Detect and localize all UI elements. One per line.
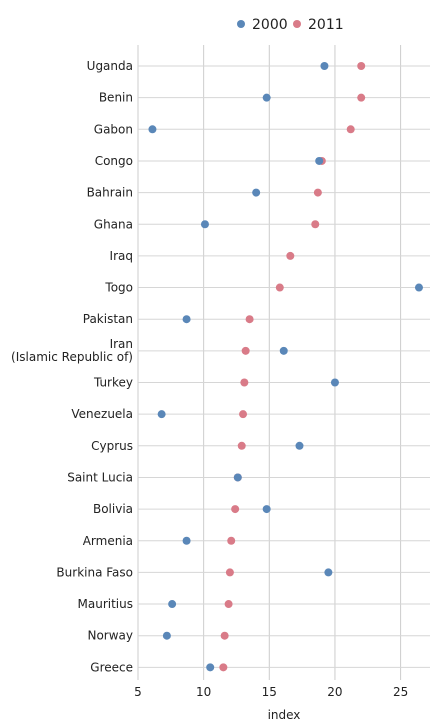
x-tick-label: 5 — [134, 685, 142, 699]
point-2011 — [313, 188, 322, 197]
point-2011 — [224, 600, 233, 609]
point-2000 — [157, 410, 166, 419]
point-2011 — [245, 315, 254, 324]
point-2011 — [219, 663, 228, 672]
point-2000 — [320, 62, 329, 70]
x-tick-label: 10 — [196, 685, 211, 699]
category-label: Armenia — [83, 534, 133, 548]
category-label: Pakistan — [83, 312, 133, 326]
point-2011 — [220, 631, 229, 640]
category-label: Cyprus — [91, 439, 133, 453]
point-2011 — [346, 125, 355, 134]
category-label: Iraq — [110, 249, 133, 263]
legend-marker-2000 — [237, 20, 245, 28]
category-label: Burkina Faso — [56, 565, 133, 579]
x-axis-ticks: 5 10 15 20 25 — [134, 685, 408, 699]
point-2000 — [182, 315, 191, 324]
point-2011 — [239, 410, 248, 419]
category-label: Venezuela — [71, 407, 133, 421]
point-2000 — [233, 473, 242, 482]
point-2000 — [295, 441, 304, 450]
point-2000 — [324, 568, 333, 577]
point-2011 — [286, 251, 295, 260]
point-2000 — [182, 536, 191, 545]
category-label: Saint Lucia — [67, 470, 133, 484]
category-label: Uganda — [87, 59, 133, 73]
category-label: Bahrain — [87, 186, 133, 200]
category-label: Ghana — [94, 217, 133, 231]
x-tick-label: 15 — [262, 685, 277, 699]
point-2011 — [240, 378, 249, 387]
point-2000 — [330, 378, 339, 387]
point-2011 — [237, 441, 246, 450]
category-label: Norway — [87, 629, 133, 643]
point-2000 — [168, 600, 177, 609]
point-2011 — [357, 62, 366, 70]
legend-marker-2011 — [293, 20, 301, 28]
point-2011 — [227, 536, 236, 545]
category-label: Iran (Islamic Republic of) — [11, 337, 133, 364]
category-label: Gabon — [94, 122, 133, 136]
point-2000 — [414, 283, 423, 292]
point-2000 — [262, 505, 271, 514]
point-2000 — [315, 156, 324, 165]
point-2000 — [279, 346, 288, 355]
point-2000 — [162, 631, 171, 640]
category-label: Benin — [99, 91, 133, 105]
point-2011 — [225, 568, 234, 577]
point-2000 — [148, 125, 157, 134]
point-2011 — [231, 505, 240, 514]
category-label: Bolivia — [93, 502, 133, 516]
point-2011 — [275, 283, 284, 292]
x-tick-label: 20 — [327, 685, 342, 699]
point-2000 — [200, 220, 209, 229]
point-2011 — [357, 93, 366, 102]
category-label: Greece — [90, 660, 133, 674]
point-2011 — [311, 220, 320, 229]
x-axis-title: index — [268, 708, 301, 720]
legend-label-2011: 2011 — [308, 17, 344, 33]
category-label: Turkey — [93, 376, 133, 390]
category-label: Mauritius — [78, 597, 133, 611]
data-points — [148, 62, 423, 672]
grid — [137, 45, 430, 680]
point-2000 — [206, 663, 215, 672]
legend-label-2000: 2000 — [252, 17, 288, 33]
x-tick-label: 25 — [393, 685, 408, 699]
category-labels: Uganda Benin Gabon Congo Bahrain Ghana Iraq Tog… — [11, 59, 133, 674]
category-label: Congo — [95, 154, 133, 168]
category-label: Togo — [104, 281, 133, 295]
point-2000 — [262, 93, 271, 102]
legend: 2000 2011 — [237, 17, 344, 33]
point-2000 — [252, 188, 261, 197]
point-2011 — [241, 346, 250, 355]
